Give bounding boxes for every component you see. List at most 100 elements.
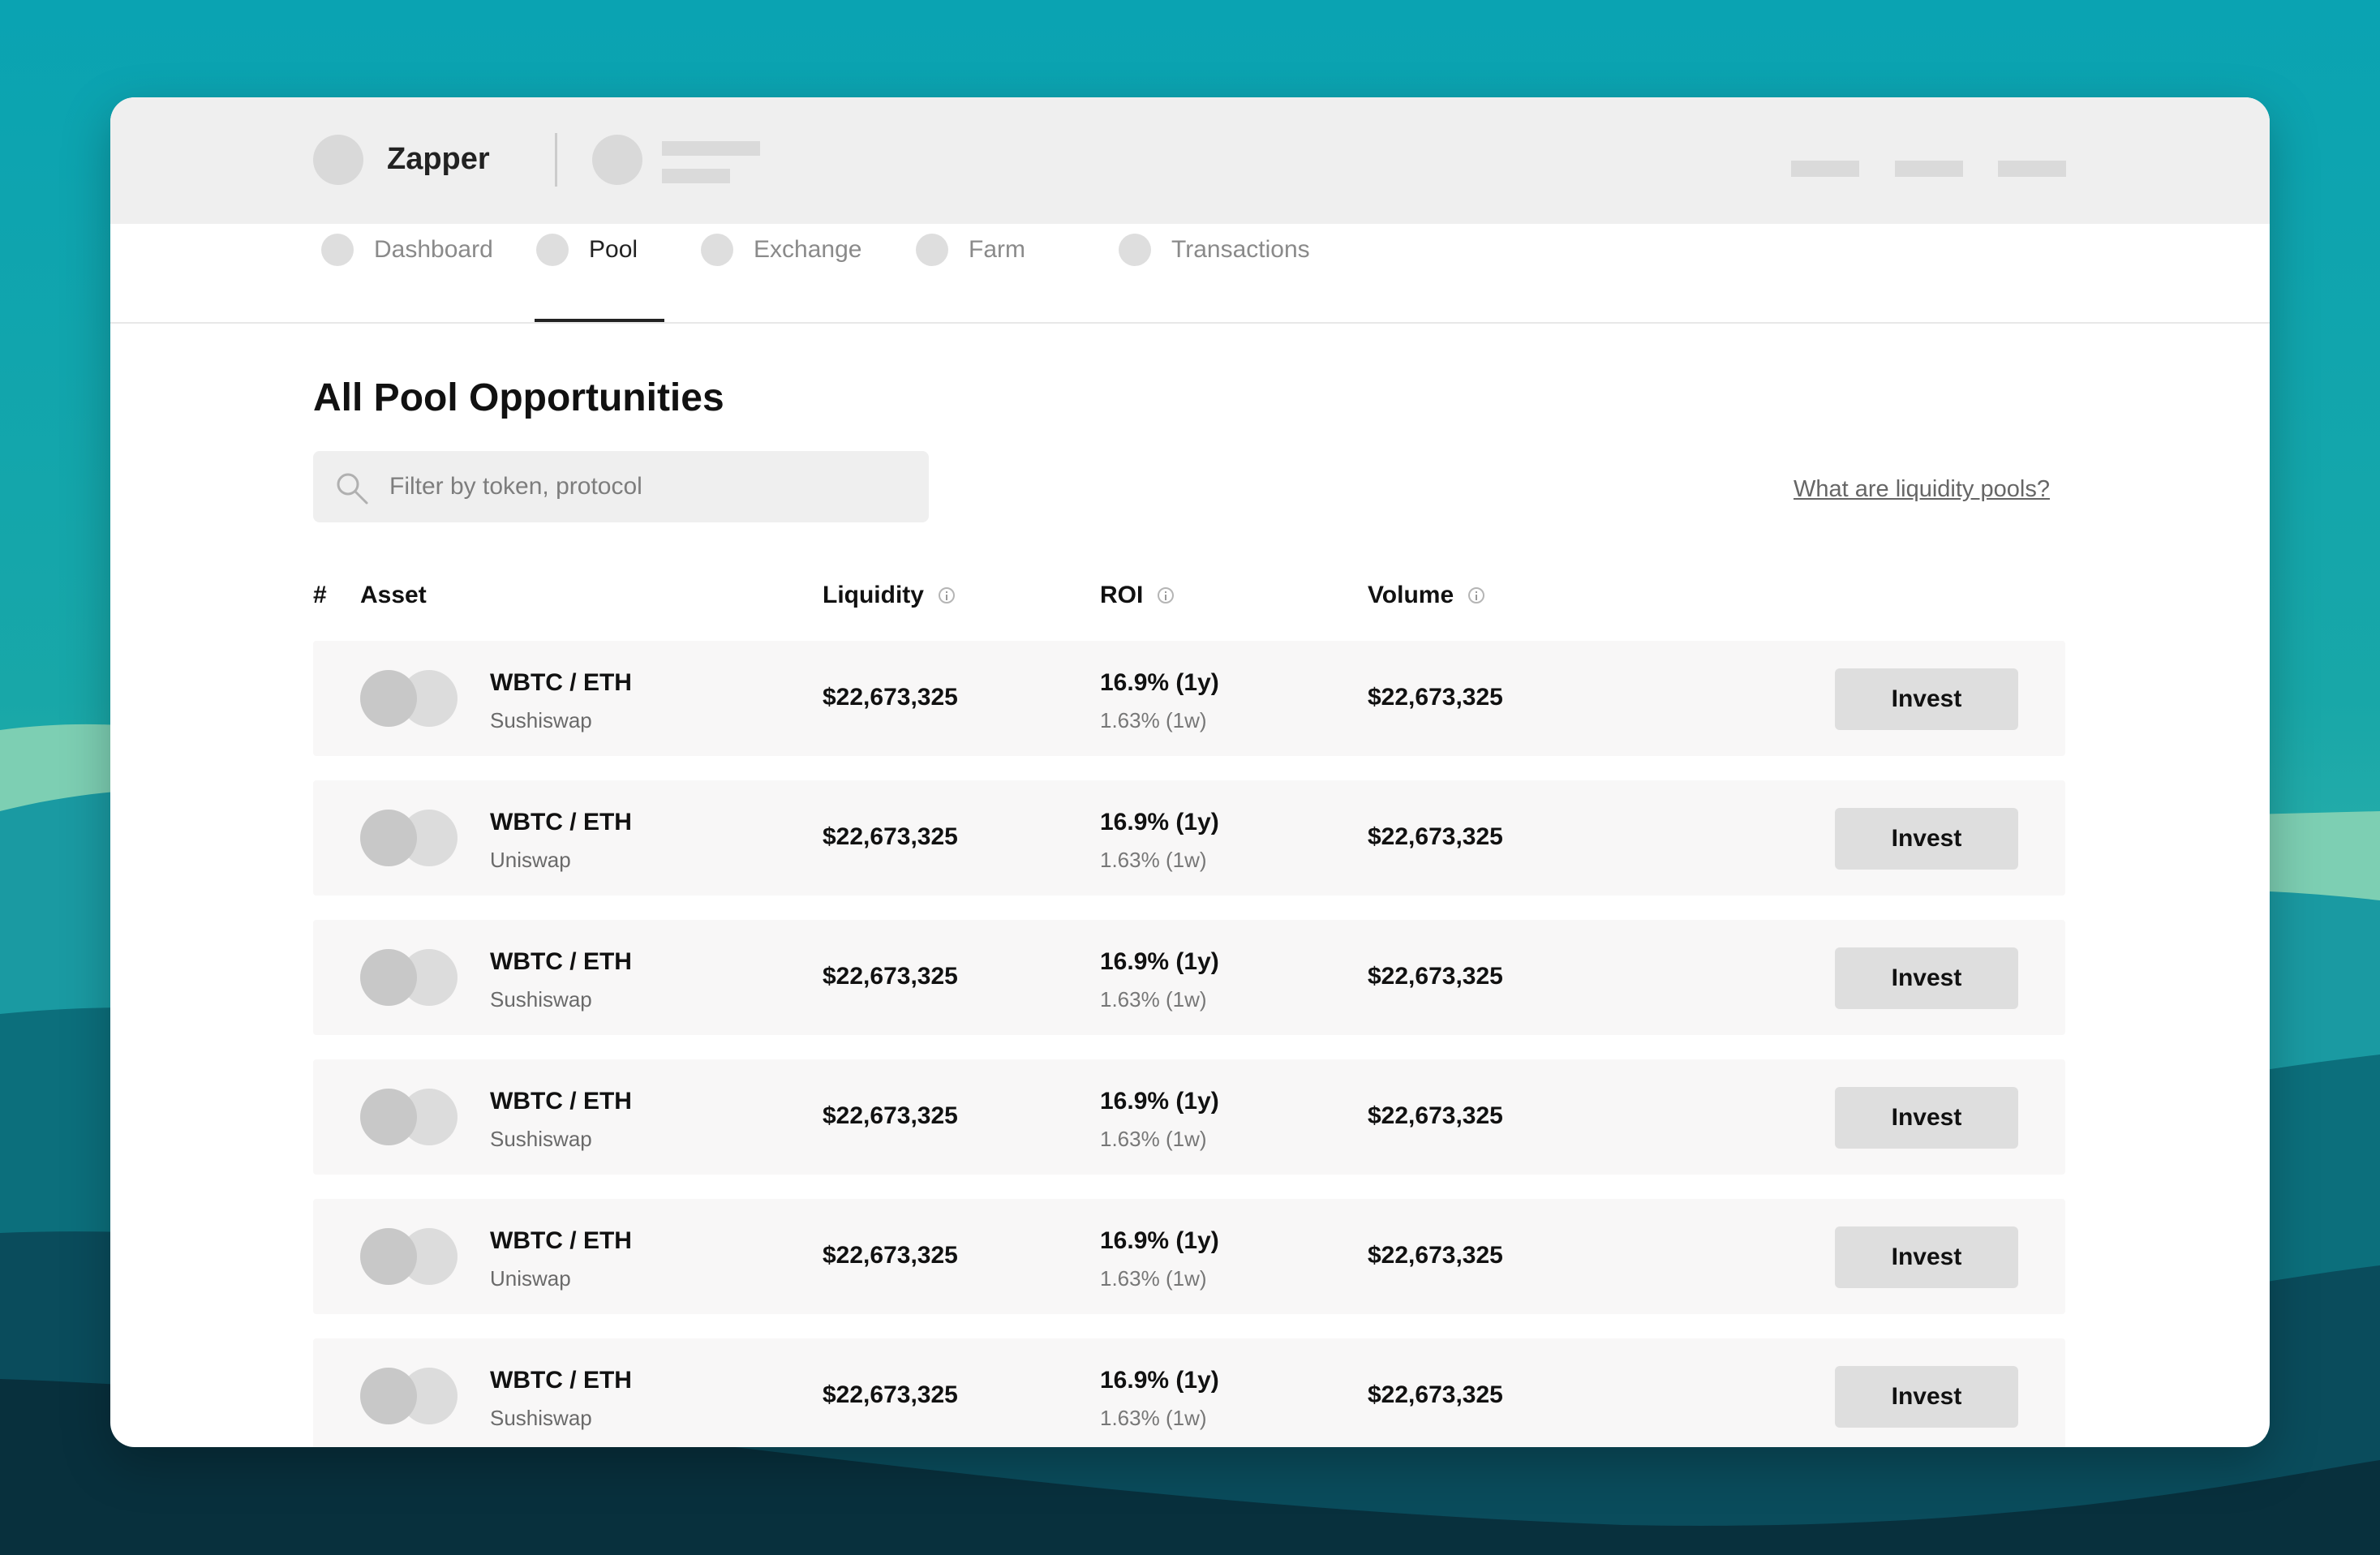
header-menu-placeholder-2[interactable]: [1895, 161, 1963, 177]
liquidity-value: $22,673,325: [823, 1102, 958, 1129]
roi-week-value: 1.63% (1w): [1100, 987, 1207, 1012]
account-address-placeholder: [662, 169, 730, 183]
invest-button[interactable]: Invest: [1835, 1366, 2018, 1428]
transactions-icon: [1119, 234, 1151, 266]
app-window: Zapper Dashboard Pool Exchange Farm Tran…: [110, 97, 2270, 1447]
token-pair-icon: [360, 1089, 458, 1145]
volume-value: $22,673,325: [1368, 684, 1503, 711]
table-row[interactable]: WBTC / ETH Sushiswap $22,673,325 16.9% (…: [313, 1338, 2065, 1447]
table-row[interactable]: WBTC / ETH Uniswap $22,673,325 16.9% (1y…: [313, 780, 2065, 896]
pool-icon: [536, 234, 569, 266]
active-tab-indicator: [535, 319, 664, 322]
roi-year-value: 16.9% (1y): [1100, 948, 1219, 975]
liquidity-value: $22,673,325: [823, 823, 958, 850]
roi-week-value: 1.63% (1w): [1100, 1266, 1207, 1291]
liquidity-value: $22,673,325: [823, 1242, 958, 1269]
liquidity-value: $22,673,325: [823, 684, 958, 711]
farm-icon: [916, 234, 948, 266]
header-volume-label: Volume: [1368, 582, 1454, 608]
pair-name: WBTC / ETH: [490, 1088, 632, 1115]
liquidity-info-icon[interactable]: [938, 587, 955, 604]
protocol-name: Uniswap: [490, 1266, 571, 1291]
token-pair-icon: [360, 670, 458, 727]
exchange-icon: [701, 234, 733, 266]
roi-year-value: 16.9% (1y): [1100, 1088, 1219, 1115]
liquidity-value: $22,673,325: [823, 1381, 958, 1408]
token-icon: [360, 1228, 417, 1285]
pair-name: WBTC / ETH: [490, 809, 632, 835]
top-header: Zapper: [110, 97, 2270, 224]
token-pair-icon: [360, 1228, 458, 1285]
column-header-asset[interactable]: Asset: [360, 581, 427, 610]
protocol-name: Sushiswap: [490, 1406, 592, 1430]
roi-week-value: 1.63% (1w): [1100, 1406, 1207, 1430]
roi-week-value: 1.63% (1w): [1100, 848, 1207, 872]
zapper-logo-icon[interactable]: [313, 135, 363, 185]
tab-label: Dashboard: [374, 236, 493, 263]
invest-button[interactable]: Invest: [1835, 808, 2018, 870]
table-row[interactable]: WBTC / ETH Sushiswap $22,673,325 16.9% (…: [313, 920, 2065, 1035]
token-pair-icon: [360, 949, 458, 1006]
volume-value: $22,673,325: [1368, 963, 1503, 990]
token-pair-icon: [360, 810, 458, 866]
protocol-name: Uniswap: [490, 848, 571, 872]
invest-button[interactable]: Invest: [1835, 947, 2018, 1009]
dashboard-icon: [321, 234, 354, 266]
protocol-name: Sushiswap: [490, 708, 592, 732]
token-icon: [360, 1089, 417, 1145]
pair-name: WBTC / ETH: [490, 1367, 632, 1394]
volume-info-icon[interactable]: [1468, 587, 1485, 604]
roi-week-value: 1.63% (1w): [1100, 708, 1207, 732]
invest-button[interactable]: Invest: [1835, 668, 2018, 730]
volume-value: $22,673,325: [1368, 823, 1503, 850]
tab-label: Transactions: [1171, 236, 1310, 263]
roi-year-value: 16.9% (1y): [1100, 1227, 1219, 1254]
tab-label: Exchange: [754, 236, 862, 263]
volume-value: $22,673,325: [1368, 1242, 1503, 1269]
account-avatar[interactable]: [592, 135, 642, 185]
token-icon: [360, 949, 417, 1006]
roi-year-value: 16.9% (1y): [1100, 809, 1219, 835]
brand-name: Zapper: [387, 142, 490, 176]
header-menu-placeholder-3[interactable]: [1998, 161, 2066, 177]
pair-name: WBTC / ETH: [490, 1227, 632, 1254]
token-icon: [360, 810, 417, 866]
volume-value: $22,673,325: [1368, 1381, 1503, 1408]
table-row[interactable]: WBTC / ETH Sushiswap $22,673,325 16.9% (…: [313, 641, 2065, 756]
tab-label: Pool: [589, 236, 638, 263]
header-roi-label: ROI: [1100, 582, 1144, 608]
invest-button[interactable]: Invest: [1835, 1087, 2018, 1149]
roi-year-value: 16.9% (1y): [1100, 669, 1219, 696]
protocol-name: Sushiswap: [490, 987, 592, 1012]
roi-info-icon[interactable]: [1158, 587, 1175, 604]
token-pair-icon: [360, 1368, 458, 1424]
pair-name: WBTC / ETH: [490, 948, 632, 975]
liquidity-pools-help-link[interactable]: What are liquidity pools?: [1794, 476, 2050, 502]
search-input[interactable]: [389, 451, 909, 522]
header-divider: [555, 133, 557, 187]
protocol-name: Sushiswap: [490, 1127, 592, 1151]
roi-week-value: 1.63% (1w): [1100, 1127, 1207, 1151]
search-icon: [337, 473, 368, 505]
token-icon: [360, 1368, 417, 1424]
column-header-index: #: [313, 581, 327, 610]
header-asset-label: Asset: [360, 582, 427, 608]
column-header-roi[interactable]: ROI: [1100, 581, 1175, 610]
search-box[interactable]: [313, 451, 929, 522]
header-menu-placeholder-1[interactable]: [1791, 161, 1859, 177]
liquidity-value: $22,673,325: [823, 963, 958, 990]
column-header-liquidity[interactable]: Liquidity: [823, 581, 955, 610]
volume-value: $22,673,325: [1368, 1102, 1503, 1129]
roi-year-value: 16.9% (1y): [1100, 1367, 1219, 1394]
nav-divider: [110, 322, 2270, 324]
header-liquidity-label: Liquidity: [823, 582, 924, 608]
token-icon: [360, 670, 417, 727]
pair-name: WBTC / ETH: [490, 669, 632, 696]
column-header-volume[interactable]: Volume: [1368, 581, 1485, 610]
table-row[interactable]: WBTC / ETH Uniswap $22,673,325 16.9% (1y…: [313, 1199, 2065, 1314]
invest-button[interactable]: Invest: [1835, 1226, 2018, 1288]
account-name-placeholder: [662, 141, 760, 156]
tab-label: Farm: [969, 236, 1025, 263]
table-row[interactable]: WBTC / ETH Sushiswap $22,673,325 16.9% (…: [313, 1059, 2065, 1175]
header-index-label: #: [313, 582, 327, 608]
